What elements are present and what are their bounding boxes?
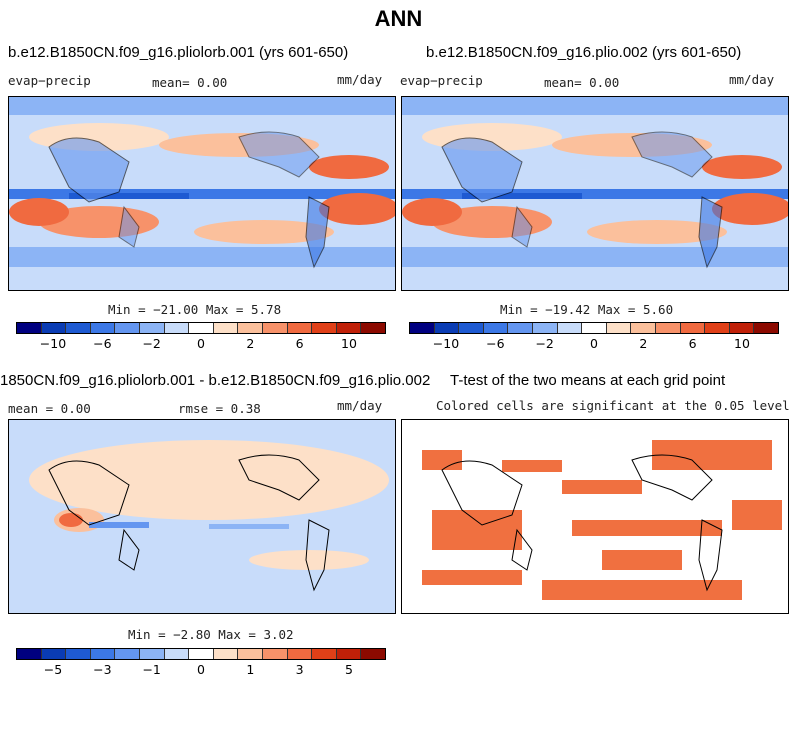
colorbar-tick-label: 0	[197, 662, 205, 677]
panel2-colorbar: −10 −6 −2 0 2 6 10	[409, 322, 779, 351]
panel2-mean: mean= 0.00	[544, 75, 620, 90]
colorbar-cell	[66, 649, 91, 659]
panel4-note: Colored cells are significant at the 0.0…	[436, 398, 790, 413]
colorbar-cell	[508, 323, 533, 333]
colorbar-tick-label: −6	[486, 336, 505, 351]
colorbar-cell	[189, 323, 214, 333]
colorbar-tick-label: −1	[142, 662, 161, 677]
panel1-units: mm/day	[337, 72, 383, 87]
panel3-minmax: Min = −2.80 Max = 3.02	[128, 627, 294, 642]
colorbar-cell	[90, 649, 116, 659]
colorbar-cell	[238, 323, 263, 333]
colorbar-tick-label: 2	[246, 336, 255, 351]
panel3-units: mm/day	[337, 398, 383, 413]
colorbar-cell	[434, 323, 460, 333]
colorbar-cell	[361, 649, 385, 659]
colorbar-cell	[336, 323, 362, 333]
colorbar-tick-label: 10	[734, 336, 750, 351]
colorbar-cell	[459, 323, 484, 333]
colorbar-cell	[361, 323, 385, 333]
colorbar-cell	[262, 649, 288, 659]
colorbar-cell	[631, 323, 656, 333]
panel2-minmax: Min = −19.42 Max = 5.60	[500, 302, 674, 317]
colorbar-cell	[115, 649, 140, 659]
colorbar-tick-label: −6	[93, 336, 112, 351]
colorbar-cell	[17, 323, 42, 333]
colorbar-cells	[16, 322, 386, 334]
colorbar-tick-label: −10	[432, 336, 460, 351]
colorbar-cells	[16, 648, 386, 660]
colorbar-cells	[409, 322, 779, 334]
colorbar-cell	[189, 649, 214, 659]
colorbar-cell	[238, 649, 263, 659]
panel3-field	[9, 420, 395, 613]
panel3-mean: mean = 0.00	[8, 401, 91, 416]
colorbar-tick-label: −2	[142, 336, 161, 351]
colorbar-tick-label: −3	[93, 662, 112, 677]
colorbar-cell	[606, 323, 632, 333]
colorbar-cell	[680, 323, 706, 333]
season-title: ANN	[374, 6, 423, 31]
panel1-title: b.e12.B1850CN.f09_g16.pliolorb.001 (yrs …	[8, 44, 349, 61]
colorbar-cell	[66, 323, 91, 333]
colorbar-cell	[312, 649, 337, 659]
colorbar-cell	[213, 323, 239, 333]
colorbar-tick-label: 6	[295, 336, 304, 351]
colorbar-cell	[17, 649, 42, 659]
colorbar-cell	[557, 323, 583, 333]
panel4-map	[401, 419, 789, 614]
colorbar-cell	[729, 323, 755, 333]
colorbar-cell	[705, 323, 730, 333]
colorbar-cell	[483, 323, 509, 333]
panel2-units: mm/day	[729, 72, 775, 87]
colorbar-cell	[410, 323, 435, 333]
panel4-field	[402, 420, 788, 613]
panel1-mean: mean= 0.00	[152, 75, 228, 90]
colorbar-tick-label: 0	[197, 336, 205, 351]
colorbar-cell	[115, 323, 140, 333]
panel4-title: T-test of the two means at each grid poi…	[450, 372, 726, 389]
colorbar-cell	[312, 323, 337, 333]
colorbar-tick-label: −5	[43, 662, 63, 677]
panel2-field	[402, 97, 788, 290]
colorbar-cell	[655, 323, 681, 333]
colorbar-cell	[139, 323, 165, 333]
colorbar-tick-label: 5	[345, 662, 353, 677]
panel2-title: b.e12.B1850CN.f09_g16.plio.002 (yrs 601-…	[426, 44, 742, 61]
panel2-var: evap−precip	[400, 73, 483, 88]
colorbar-cell	[139, 649, 165, 659]
panel1-field	[9, 97, 395, 290]
colorbar-tick-label: 10	[341, 336, 357, 351]
colorbar-tick-label: 2	[639, 336, 648, 351]
colorbar-tick-label: 3	[295, 662, 304, 677]
colorbar-cell	[287, 649, 313, 659]
colorbar-cell	[164, 649, 190, 659]
panel1-map	[8, 96, 396, 291]
panel3-rmse: rmse = 0.38	[178, 401, 261, 416]
colorbar-cell	[336, 649, 362, 659]
colorbar-tick-label: −2	[535, 336, 554, 351]
colorbar-cell	[90, 323, 116, 333]
colorbar-tick-label: −10	[39, 336, 67, 351]
panel3-title: 1850CN.f09_g16.pliolorb.001 - b.e12.B185…	[0, 372, 431, 389]
panel3-colorbar: −5 −3 −1 0 1 3 5	[16, 648, 386, 677]
colorbar-cell	[754, 323, 778, 333]
colorbar-cell	[41, 323, 67, 333]
panel1-colorbar: −10 −6 −2 0 2 6 10	[16, 322, 386, 351]
colorbar-cell	[287, 323, 313, 333]
panel1-minmax: Min = −21.00 Max = 5.78	[108, 302, 282, 317]
colorbar-tick-label: 1	[246, 662, 255, 677]
colorbar-cell	[532, 323, 558, 333]
colorbar-cell	[582, 323, 607, 333]
colorbar-cell	[262, 323, 288, 333]
panel1-var: evap−precip	[8, 73, 91, 88]
colorbar-tick-label: 0	[590, 336, 598, 351]
colorbar-cell	[213, 649, 239, 659]
panel3-map	[8, 419, 396, 614]
colorbar-tick-label: 6	[688, 336, 697, 351]
panel2-map	[401, 96, 789, 291]
colorbar-cell	[41, 649, 67, 659]
colorbar-cell	[164, 323, 190, 333]
